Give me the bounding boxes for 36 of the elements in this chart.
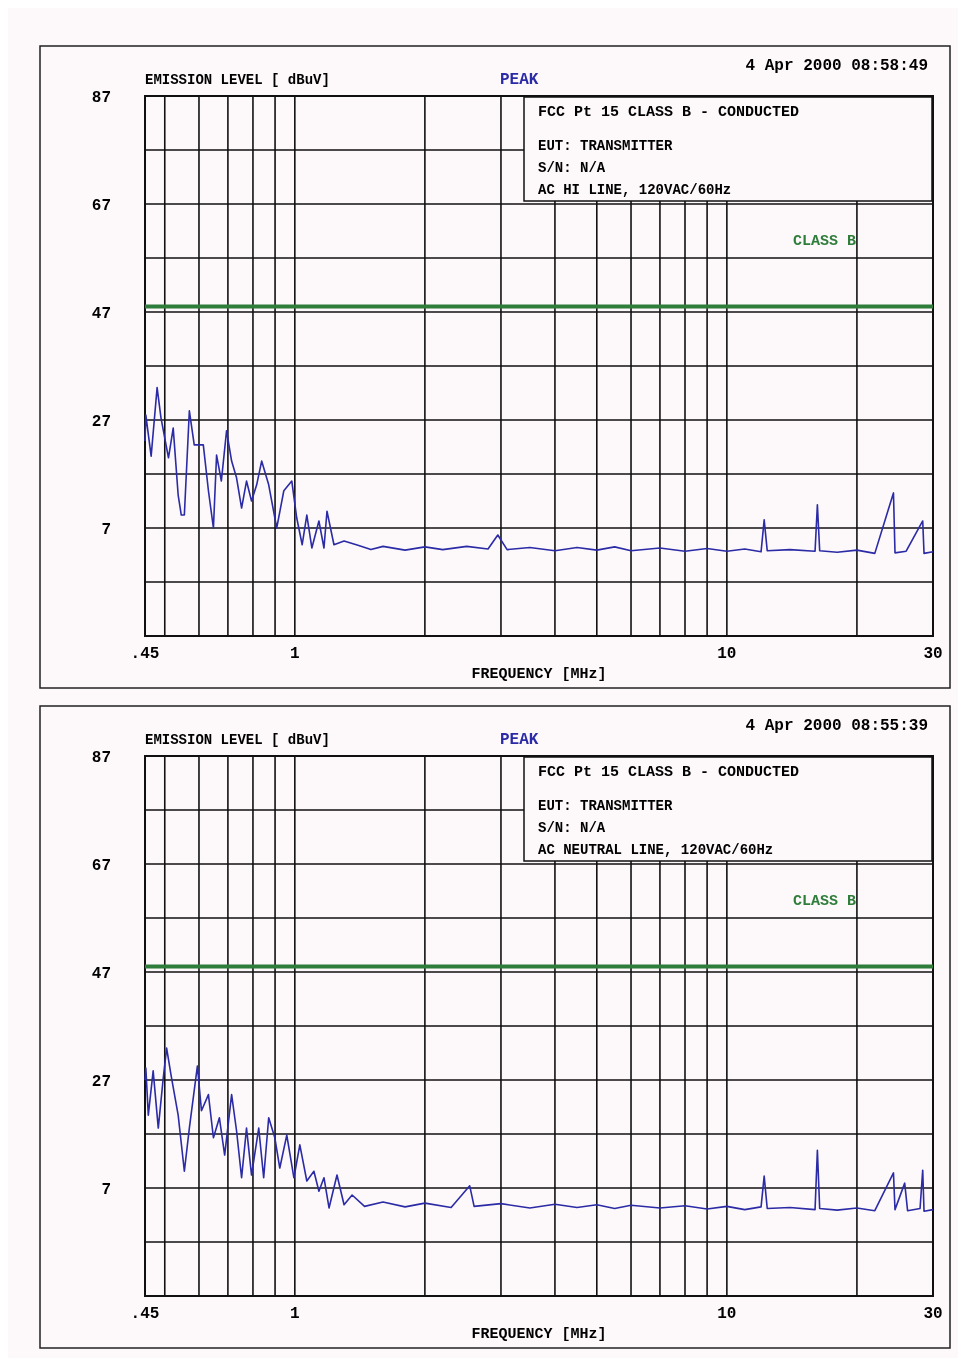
y-tick-label: 47 xyxy=(91,305,111,323)
x-tick-label: 1 xyxy=(290,645,300,663)
chart-title: 4 Apr 2000 08:55:39 xyxy=(745,717,928,735)
annotation: EUT: TRANSMITTER xyxy=(538,138,674,154)
x-axis-title: FREQUENCY [MHz] xyxy=(471,666,607,683)
x-tick-label: 10 xyxy=(717,645,737,663)
ref-line-label: CLASS B xyxy=(793,892,857,910)
y-tick-label: 7 xyxy=(101,1181,111,1199)
y-tick-label: 67 xyxy=(91,197,111,215)
y-axis-title: EMISSION LEVEL [ dBuV] xyxy=(145,72,330,88)
chart-title: 4 Apr 2000 08:58:49 xyxy=(745,57,928,75)
annotation: S/N: N/A xyxy=(538,820,606,836)
x-tick-label: 30 xyxy=(923,645,943,663)
y-tick-label: 87 xyxy=(91,749,111,767)
ref-line-label: CLASS B xyxy=(793,232,857,250)
annotation: AC HI LINE, 120VAC/60Hz xyxy=(538,182,732,198)
x-tick-label: .45 xyxy=(130,1305,160,1323)
annotation: AC NEUTRAL LINE, 120VAC/60Hz xyxy=(538,842,774,858)
x-tick-label: .45 xyxy=(130,645,160,663)
annotation: S/N: N/A xyxy=(538,160,606,176)
y-tick-label: 67 xyxy=(91,857,111,875)
y-tick-label: 87 xyxy=(91,89,111,107)
annotation: EUT: TRANSMITTER xyxy=(538,798,674,814)
annotation: FCC Pt 15 CLASS B - CONDUCTED xyxy=(538,104,800,121)
y-axis-title: EMISSION LEVEL [ dBuV] xyxy=(145,732,330,748)
annotation: FCC Pt 15 CLASS B - CONDUCTED xyxy=(538,764,800,781)
x-tick-label: 1 xyxy=(290,1305,300,1323)
y-tick-label: 27 xyxy=(91,1073,111,1091)
text: PEAK xyxy=(500,71,539,89)
x-tick-label: 10 xyxy=(717,1305,737,1323)
x-tick-label: 30 xyxy=(923,1305,943,1323)
x-axis-title: FREQUENCY [MHz] xyxy=(471,1326,607,1343)
text: PEAK xyxy=(500,731,539,749)
y-tick-label: 47 xyxy=(91,965,111,983)
y-tick-label: 27 xyxy=(91,413,111,431)
y-tick-label: 7 xyxy=(101,521,111,539)
